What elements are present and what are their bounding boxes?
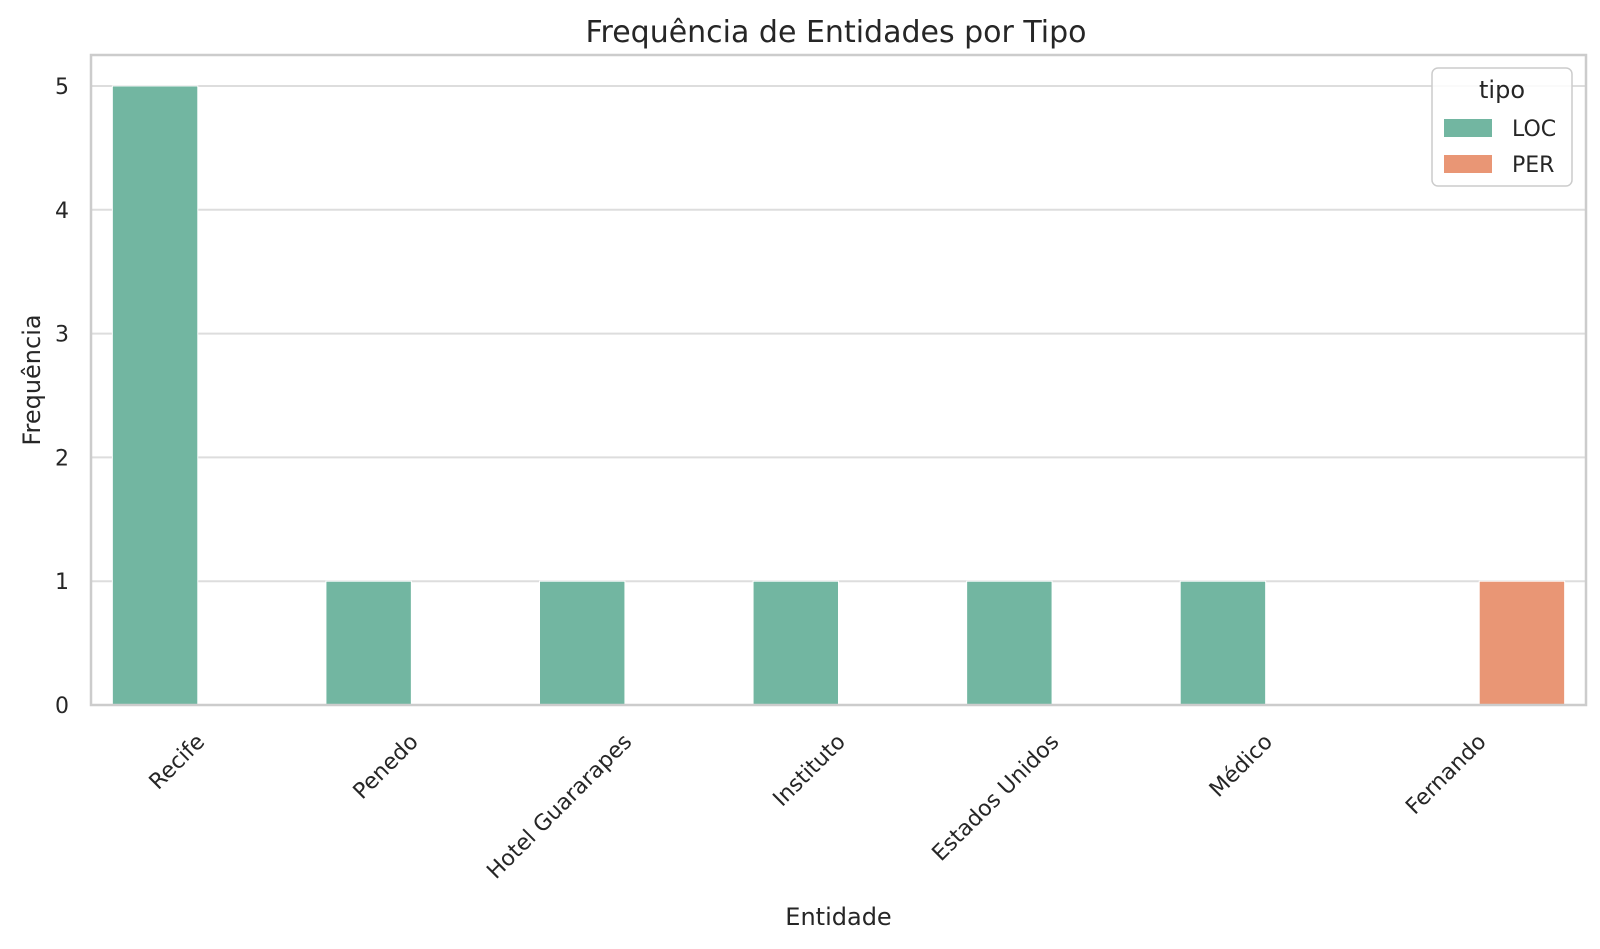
y-tick-label: 4 [55, 199, 69, 224]
y-tick-label: 1 [55, 570, 69, 595]
plot-area [89, 53, 1588, 707]
bar-loc-4 [966, 580, 1053, 706]
x-tick-label: Recife [145, 730, 210, 795]
legend-swatch-loc [1444, 119, 1492, 137]
x-tick-label: Estados Unidos [928, 730, 1065, 867]
legend-items: LOC PER [1444, 117, 1556, 178]
legend-label-per: PER [1512, 153, 1554, 178]
y-axis-ticks: 0 1 2 3 4 5 [55, 75, 69, 719]
legend: tipo LOC PER [1431, 67, 1573, 187]
legend-label-loc: LOC [1512, 117, 1556, 142]
bars [111, 85, 1566, 706]
bar-loc-1 [325, 580, 412, 706]
bar-loc-3 [752, 580, 839, 706]
legend-swatch-per [1444, 155, 1492, 173]
y-tick-label: 2 [55, 446, 69, 471]
bar-loc-2 [539, 580, 626, 706]
x-tick-label: Médico [1205, 730, 1278, 803]
bar-loc-5 [1179, 580, 1267, 706]
x-axis-ticks: Recife Penedo Hotel Guararapes Instituto Est… [145, 730, 1492, 885]
x-axis-label: Entidade [785, 903, 891, 931]
y-tick-label: 3 [55, 323, 69, 348]
y-axis-label: Frequência [18, 314, 46, 445]
bar-loc-0 [111, 85, 199, 706]
x-tick-label: Instituto [769, 730, 851, 812]
y-tick-label: 0 [55, 694, 69, 719]
legend-title: tipo [1479, 76, 1525, 104]
plot-border [89, 53, 1588, 707]
chart-title: Frequência de Entidades por Tipo [585, 15, 1086, 50]
x-tick-label: Hotel Guararapes [482, 730, 637, 885]
x-tick-label: Fernando [1401, 730, 1491, 820]
bar-per-6 [1478, 580, 1566, 706]
y-tick-label: 5 [55, 75, 69, 100]
x-tick-label: Penedo [349, 730, 424, 805]
